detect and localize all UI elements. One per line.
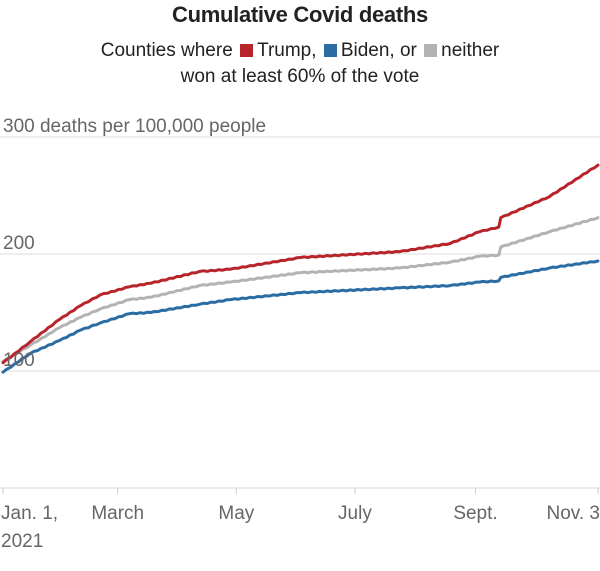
series-line-neither xyxy=(1,216,600,364)
x-tick-label-3: July xyxy=(338,503,372,524)
x-tick-label-0: Jan. 1, xyxy=(1,503,58,524)
y-tick-label-300: 300 deaths per 100,000 people xyxy=(3,116,266,137)
y-tick-label-200: 200 xyxy=(3,233,35,254)
legend-label-trump: Trump, xyxy=(257,40,317,61)
legend-label-neither: neither xyxy=(441,40,500,61)
x-tick-label-2: May xyxy=(218,503,254,524)
chart-subtitle: Counties where Trump, Biden, or neither … xyxy=(0,38,600,90)
legend-swatch-neither xyxy=(424,44,438,57)
x-tick-label-0-line2: 2021 xyxy=(1,531,43,552)
subtitle-line-1: Counties where Trump, Biden, or neither xyxy=(0,38,600,64)
subtitle-line-2: won at least 60% of the vote xyxy=(180,66,420,87)
x-tick-label-1: March xyxy=(91,503,144,524)
x-tick-label-4: Sept. xyxy=(453,503,497,524)
y-tick-label-100: 100 xyxy=(3,350,35,371)
series-line-biden xyxy=(1,259,600,374)
subtitle-prefix: Counties where xyxy=(100,40,233,61)
legend-label-biden: Biden, or xyxy=(340,40,417,61)
legend-swatch-biden xyxy=(323,44,337,57)
legend-swatch-trump xyxy=(240,44,254,57)
x-tick-label-5: Nov. 3 xyxy=(546,503,600,524)
chart-title: Cumulative Covid deaths xyxy=(172,2,428,27)
series-line-trump xyxy=(1,163,600,365)
